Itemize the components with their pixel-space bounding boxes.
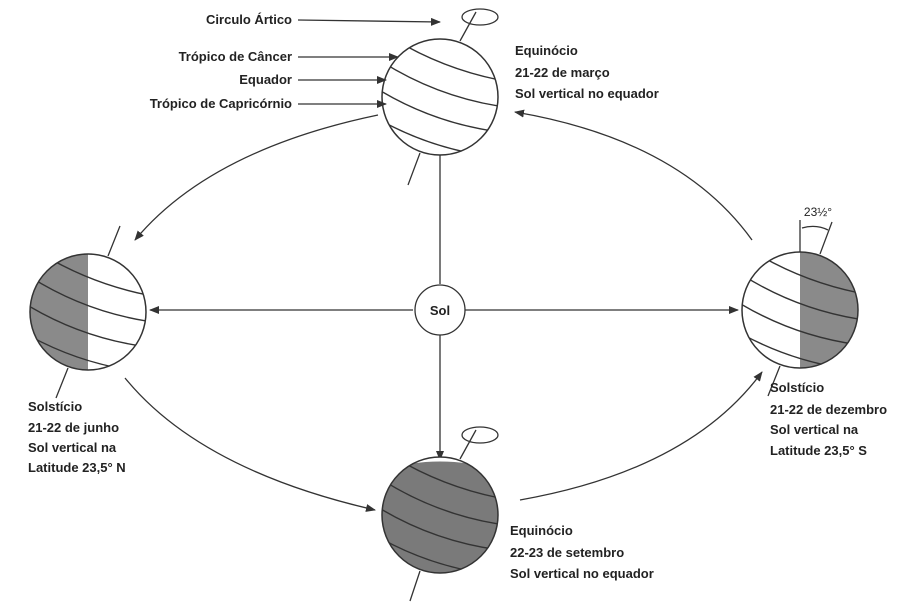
globe	[358, 9, 519, 185]
caption-line: Latitude 23,5° N	[28, 460, 126, 475]
latitude-label: Trópico de Câncer	[179, 49, 292, 64]
caption-line: 21-22 de junho	[28, 420, 119, 435]
caption-line: Equinócio	[515, 43, 578, 58]
caption-line: Sol vertical na	[28, 440, 117, 455]
globe	[718, 220, 879, 396]
caption-line: Sol vertical no equador	[510, 566, 654, 581]
caption: Solstício 21-22 de dezembro Sol vertical…	[770, 380, 887, 458]
caption: Equinócio 21-22 de março Sol vertical no…	[515, 43, 659, 101]
latitude-label: Equador	[239, 72, 292, 87]
latitude-label: Trópico de Capricórnio	[150, 96, 292, 111]
caption-line: 21-22 de dezembro	[770, 402, 887, 417]
caption-line: Sol vertical na	[770, 422, 859, 437]
caption-line: Solstício	[770, 380, 824, 395]
caption: Equinócio 22-23 de setembro Sol vertical…	[510, 523, 654, 581]
sun-label: Sol	[430, 303, 450, 318]
caption-line: 21-22 de março	[515, 65, 610, 80]
globe	[358, 427, 519, 601]
globe	[6, 226, 167, 398]
latitude-label: Circulo Ártico	[206, 12, 292, 27]
caption: Solstício 21-22 de junho Sol vertical na…	[28, 399, 126, 475]
caption-line: 22-23 de setembro	[510, 545, 624, 560]
caption-line: Equinócio	[510, 523, 573, 538]
caption-line: Solstício	[28, 399, 82, 414]
caption-line: Sol vertical no equador	[515, 86, 659, 101]
caption-line: Latitude 23,5° S	[770, 443, 867, 458]
tilt-angle: 23½°	[804, 205, 832, 219]
diagram: Sol 23½° Circulo Ártico Trópico d	[0, 0, 921, 604]
